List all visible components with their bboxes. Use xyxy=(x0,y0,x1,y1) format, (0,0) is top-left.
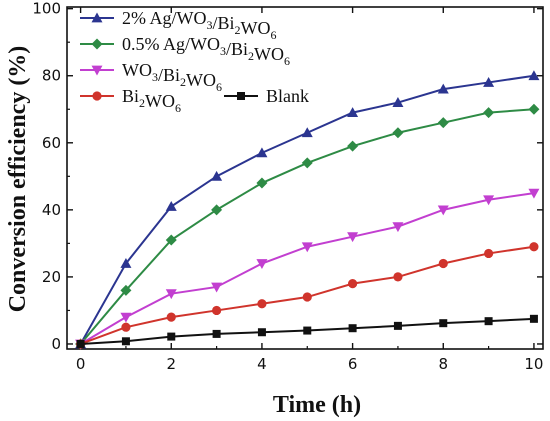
data-point xyxy=(303,326,312,335)
legend-label: Bi2WO6 xyxy=(122,86,181,115)
series-2 xyxy=(75,188,540,350)
data-point xyxy=(302,292,312,302)
data-point xyxy=(211,170,223,181)
data-point xyxy=(347,232,359,243)
data-point xyxy=(301,242,313,253)
data-point xyxy=(165,234,177,246)
legend-marker xyxy=(237,92,245,100)
data-point xyxy=(348,324,357,333)
data-point xyxy=(120,312,132,323)
x-axis-title: Time (h) xyxy=(273,392,361,418)
data-point xyxy=(348,279,358,289)
data-point xyxy=(120,284,132,296)
legend-marker xyxy=(91,65,103,76)
legend-label: 0.5% Ag/WO3/Bi2WO6 xyxy=(122,34,290,68)
legend-label: Blank xyxy=(266,86,309,106)
y-tick-label: 20 xyxy=(42,268,61,286)
data-point xyxy=(483,76,495,87)
y-tick-label: 80 xyxy=(42,67,61,85)
series-layer xyxy=(75,70,540,350)
data-point xyxy=(301,127,313,138)
series-line xyxy=(79,74,535,345)
data-point xyxy=(438,258,448,269)
y-tick-label: 0 xyxy=(51,335,61,353)
legend-item: 0.5% Ag/WO3/Bi2WO6 xyxy=(80,34,290,68)
legend-label: 2% Ag/WO3/Bi2WO6 xyxy=(122,8,277,42)
series-1 xyxy=(75,103,540,350)
data-point xyxy=(256,177,268,189)
x-tick-label: 4 xyxy=(257,355,267,373)
legend-item: Bi2WO6 xyxy=(80,86,181,115)
data-point xyxy=(528,188,540,199)
data-point xyxy=(439,319,448,328)
x-tick-label: 0 xyxy=(76,355,86,373)
data-point xyxy=(165,289,177,300)
data-point xyxy=(392,222,404,233)
x-tick-label: 8 xyxy=(438,355,448,373)
data-point xyxy=(437,83,449,94)
data-point xyxy=(347,140,359,152)
x-tick-label: 10 xyxy=(524,355,543,373)
legend-marker xyxy=(91,38,103,50)
data-point xyxy=(437,117,449,129)
data-point xyxy=(347,107,359,118)
data-point xyxy=(483,107,495,119)
data-point xyxy=(257,328,266,337)
data-point xyxy=(167,332,176,341)
series-3 xyxy=(76,242,539,349)
data-point xyxy=(256,147,268,158)
y-tick-label: 40 xyxy=(42,201,61,219)
data-point xyxy=(528,103,540,115)
legend-marker xyxy=(92,91,102,101)
data-point xyxy=(166,312,176,322)
data-point xyxy=(393,321,402,330)
legend-item: Blank xyxy=(224,86,309,106)
data-point xyxy=(483,195,495,206)
data-point xyxy=(211,204,223,216)
data-point xyxy=(484,317,493,326)
y-tick-label: 100 xyxy=(32,0,61,18)
y-tick-label: 60 xyxy=(42,134,61,152)
series-4 xyxy=(76,314,538,348)
data-point xyxy=(484,248,494,259)
legend-item: 2% Ag/WO3/Bi2WO6 xyxy=(80,8,277,42)
data-point xyxy=(120,258,132,268)
data-point xyxy=(437,205,449,216)
data-point xyxy=(393,272,403,282)
data-point xyxy=(257,299,267,309)
x-tick-label: 2 xyxy=(166,355,176,373)
data-point xyxy=(121,337,130,346)
data-point xyxy=(528,70,540,81)
series-line xyxy=(79,108,535,345)
legend-marker xyxy=(91,12,103,23)
y-axis-title: Conversion efficiency (%) xyxy=(5,46,31,313)
legend-label: WO3/Bi2WO6 xyxy=(122,60,222,94)
data-point xyxy=(392,127,404,139)
data-point xyxy=(211,282,223,293)
data-point xyxy=(256,259,268,269)
series-0 xyxy=(75,70,540,349)
data-point xyxy=(212,305,222,316)
plot-frame xyxy=(66,6,544,350)
data-point xyxy=(76,339,85,348)
data-point xyxy=(212,329,221,338)
x-tick-label: 6 xyxy=(348,355,358,373)
legend-item: WO3/Bi2WO6 xyxy=(80,60,222,94)
data-point xyxy=(301,157,313,169)
data-point xyxy=(165,201,177,211)
data-point xyxy=(529,242,539,252)
data-point xyxy=(529,314,538,323)
data-point xyxy=(121,322,131,332)
data-point xyxy=(392,97,404,107)
